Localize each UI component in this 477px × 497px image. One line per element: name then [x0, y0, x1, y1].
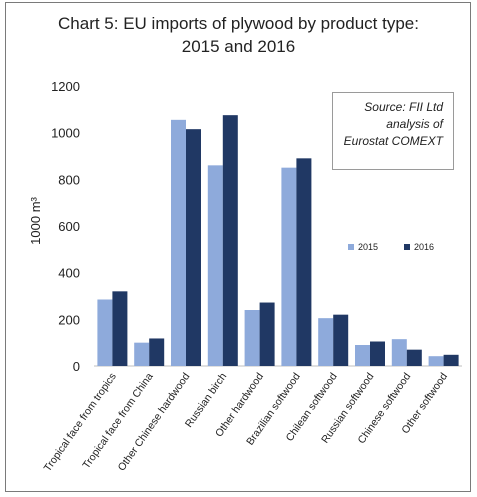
legend-label: 2015 [358, 242, 378, 252]
chart-subtitle: 2015 and 2016 [181, 37, 296, 56]
source-line-3: Eurostat COMEXT [343, 134, 443, 148]
bar-2015 [318, 318, 334, 366]
legend-swatch-2016 [404, 244, 410, 250]
bar-2016 [443, 354, 459, 366]
bar-2015 [97, 299, 113, 366]
legend-label: 2016 [414, 242, 434, 252]
bar-2016 [296, 158, 312, 366]
bar-2015 [134, 342, 150, 366]
bar-2016 [112, 291, 128, 366]
source-line-1: Source: FII Ltd [364, 100, 443, 114]
bar-2015 [244, 310, 260, 366]
chart-title: Chart 5: EU imports of plywood by produc… [58, 14, 419, 33]
bar-2015 [391, 339, 407, 366]
y-tick-label: 400 [58, 266, 80, 281]
y-axis-label: 1000 m³ [28, 196, 43, 244]
bar-2016 [370, 341, 385, 366]
source-annotation: Source: FII Ltd analysis of Eurostat COM… [332, 92, 454, 170]
y-tick-label: 600 [58, 219, 80, 234]
bar-2016 [186, 129, 201, 366]
chart-frame [5, 2, 471, 492]
bar-2015 [355, 345, 370, 366]
bar-2015 [171, 119, 186, 366]
legend-swatch-2015 [348, 244, 354, 250]
x-tick-label: Tropical face from China [80, 371, 155, 471]
bar-2016 [333, 314, 349, 366]
bar-2016 [149, 338, 165, 366]
bar-2015 [207, 165, 223, 366]
bar-2015 [281, 167, 297, 366]
x-tick-label: Tropical face from tropics [42, 371, 119, 474]
source-line-2: analysis of [386, 117, 443, 131]
y-tick-label: 1200 [51, 79, 80, 94]
bar-2016 [406, 349, 422, 366]
y-tick-label: 0 [73, 359, 80, 374]
bar-2016 [222, 115, 238, 367]
y-tick-label: 200 [58, 312, 80, 327]
x-tick-label: Other Chinese hardwood [116, 371, 193, 474]
bar-2016 [259, 302, 275, 366]
bar-2015 [428, 356, 444, 366]
y-tick-label: 1000 [51, 126, 80, 141]
y-tick-label: 800 [58, 172, 80, 187]
